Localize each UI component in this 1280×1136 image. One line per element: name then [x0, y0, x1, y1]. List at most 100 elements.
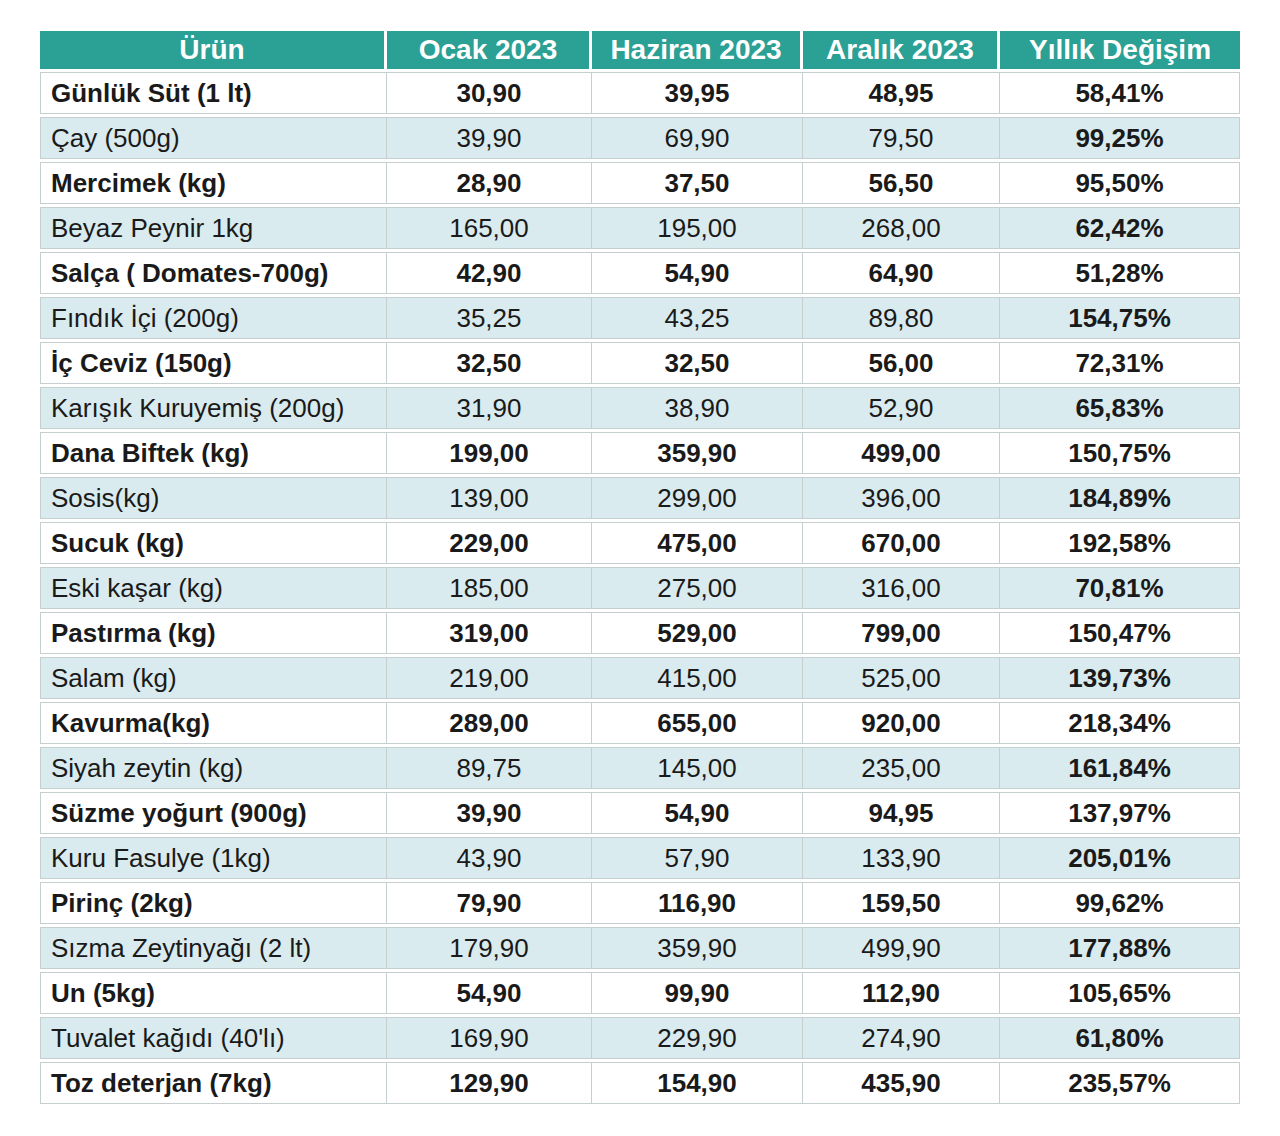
table-row: Süzme yoğurt (900g)39,9054,9094,95137,97…	[40, 792, 1240, 834]
annual-change-cell: 61,80%	[1000, 1017, 1240, 1059]
price-haziran-cell: 195,00	[592, 207, 803, 249]
annual-change-cell: 205,01%	[1000, 837, 1240, 879]
annual-change-cell: 137,97%	[1000, 792, 1240, 834]
price-aralik-cell: 525,00	[803, 657, 1000, 699]
price-haziran-cell: 154,90	[592, 1062, 803, 1104]
product-cell: Kavurma(kg)	[40, 702, 387, 744]
annual-change-cell: 70,81%	[1000, 567, 1240, 609]
table-row: Pirinç (2kg)79,90116,90159,5099,62%	[40, 882, 1240, 924]
price-ocak-cell: 139,00	[387, 477, 592, 519]
annual-change-cell: 139,73%	[1000, 657, 1240, 699]
product-cell: Toz deterjan (7kg)	[40, 1062, 387, 1104]
product-cell: Un (5kg)	[40, 972, 387, 1014]
price-ocak-cell: 30,90	[387, 72, 592, 114]
table-row: Sızma Zeytinyağı (2 lt)179,90359,90499,9…	[40, 927, 1240, 969]
price-haziran-cell: 37,50	[592, 162, 803, 204]
product-cell: Pastırma (kg)	[40, 612, 387, 654]
price-ocak-cell: 42,90	[387, 252, 592, 294]
product-cell: Sosis(kg)	[40, 477, 387, 519]
product-cell: Tuvalet kağıdı (40'lı)	[40, 1017, 387, 1059]
price-aralik-cell: 396,00	[803, 477, 1000, 519]
annual-change-cell: 184,89%	[1000, 477, 1240, 519]
price-aralik-cell: 94,95	[803, 792, 1000, 834]
price-haziran-cell: 229,90	[592, 1017, 803, 1059]
price-ocak-cell: 319,00	[387, 612, 592, 654]
product-cell: Kuru Fasulye (1kg)	[40, 837, 387, 879]
price-haziran-cell: 116,90	[592, 882, 803, 924]
price-aralik-cell: 133,90	[803, 837, 1000, 879]
product-cell: Pirinç (2kg)	[40, 882, 387, 924]
price-ocak-cell: 199,00	[387, 432, 592, 474]
product-cell: Eski kaşar (kg)	[40, 567, 387, 609]
price-table: Ürün Ocak 2023 Haziran 2023 Aralık 2023 …	[40, 28, 1240, 1107]
table-row: Sosis(kg)139,00299,00396,00184,89%	[40, 477, 1240, 519]
price-ocak-cell: 165,00	[387, 207, 592, 249]
table-body: Günlük Süt (1 lt)30,9039,9548,9558,41%Ça…	[40, 72, 1240, 1104]
product-cell: Günlük Süt (1 lt)	[40, 72, 387, 114]
product-cell: Süzme yoğurt (900g)	[40, 792, 387, 834]
price-haziran-cell: 529,00	[592, 612, 803, 654]
price-ocak-cell: 219,00	[387, 657, 592, 699]
table-row: İç Ceviz (150g)32,5032,5056,0072,31%	[40, 342, 1240, 384]
price-haziran-cell: 275,00	[592, 567, 803, 609]
price-haziran-cell: 69,90	[592, 117, 803, 159]
price-haziran-cell: 359,90	[592, 927, 803, 969]
annual-change-cell: 154,75%	[1000, 297, 1240, 339]
price-ocak-cell: 31,90	[387, 387, 592, 429]
product-cell: Sucuk (kg)	[40, 522, 387, 564]
price-haziran-cell: 99,90	[592, 972, 803, 1014]
table-row: Günlük Süt (1 lt)30,9039,9548,9558,41%	[40, 72, 1240, 114]
price-ocak-cell: 39,90	[387, 117, 592, 159]
annual-change-cell: 65,83%	[1000, 387, 1240, 429]
price-haziran-cell: 475,00	[592, 522, 803, 564]
table-row: Salça ( Domates-700g)42,9054,9064,9051,2…	[40, 252, 1240, 294]
annual-change-cell: 192,58%	[1000, 522, 1240, 564]
column-header-yillik-degisim: Yıllık Değişim	[1000, 31, 1240, 69]
table-row: Beyaz Peynir 1kg165,00195,00268,0062,42%	[40, 207, 1240, 249]
header-row: Ürün Ocak 2023 Haziran 2023 Aralık 2023 …	[40, 31, 1240, 69]
product-cell: Sızma Zeytinyağı (2 lt)	[40, 927, 387, 969]
product-cell: Mercimek (kg)	[40, 162, 387, 204]
product-cell: Dana Biftek (kg)	[40, 432, 387, 474]
price-haziran-cell: 415,00	[592, 657, 803, 699]
column-header-ocak-2023: Ocak 2023	[387, 31, 592, 69]
price-haziran-cell: 38,90	[592, 387, 803, 429]
price-aralik-cell: 48,95	[803, 72, 1000, 114]
annual-change-cell: 58,41%	[1000, 72, 1240, 114]
table-row: Dana Biftek (kg)199,00359,90499,00150,75…	[40, 432, 1240, 474]
product-cell: Salam (kg)	[40, 657, 387, 699]
table-row: Kuru Fasulye (1kg)43,9057,90133,90205,01…	[40, 837, 1240, 879]
price-haziran-cell: 54,90	[592, 792, 803, 834]
price-ocak-cell: 289,00	[387, 702, 592, 744]
price-aralik-cell: 56,00	[803, 342, 1000, 384]
price-aralik-cell: 159,50	[803, 882, 1000, 924]
price-haziran-cell: 39,95	[592, 72, 803, 114]
price-haziran-cell: 54,90	[592, 252, 803, 294]
product-cell: İç Ceviz (150g)	[40, 342, 387, 384]
price-ocak-cell: 32,50	[387, 342, 592, 384]
table-row: Sucuk (kg)229,00475,00670,00192,58%	[40, 522, 1240, 564]
column-header-urun: Ürün	[40, 31, 387, 69]
annual-change-cell: 235,57%	[1000, 1062, 1240, 1104]
price-haziran-cell: 57,90	[592, 837, 803, 879]
price-table-container: Ürün Ocak 2023 Haziran 2023 Aralık 2023 …	[40, 28, 1240, 1107]
table-row: Pastırma (kg)319,00529,00799,00150,47%	[40, 612, 1240, 654]
product-cell: Fındık İçi (200g)	[40, 297, 387, 339]
table-row: Mercimek (kg)28,9037,5056,5095,50%	[40, 162, 1240, 204]
product-cell: Karışık Kuruyemiş (200g)	[40, 387, 387, 429]
price-aralik-cell: 79,50	[803, 117, 1000, 159]
price-aralik-cell: 799,00	[803, 612, 1000, 654]
product-cell: Çay (500g)	[40, 117, 387, 159]
annual-change-cell: 95,50%	[1000, 162, 1240, 204]
price-haziran-cell: 359,90	[592, 432, 803, 474]
price-ocak-cell: 54,90	[387, 972, 592, 1014]
price-aralik-cell: 435,90	[803, 1062, 1000, 1104]
table-row: Kavurma(kg)289,00655,00920,00218,34%	[40, 702, 1240, 744]
price-aralik-cell: 64,90	[803, 252, 1000, 294]
price-aralik-cell: 499,00	[803, 432, 1000, 474]
price-haziran-cell: 43,25	[592, 297, 803, 339]
annual-change-cell: 177,88%	[1000, 927, 1240, 969]
price-aralik-cell: 112,90	[803, 972, 1000, 1014]
product-cell: Siyah zeytin (kg)	[40, 747, 387, 789]
price-aralik-cell: 52,90	[803, 387, 1000, 429]
